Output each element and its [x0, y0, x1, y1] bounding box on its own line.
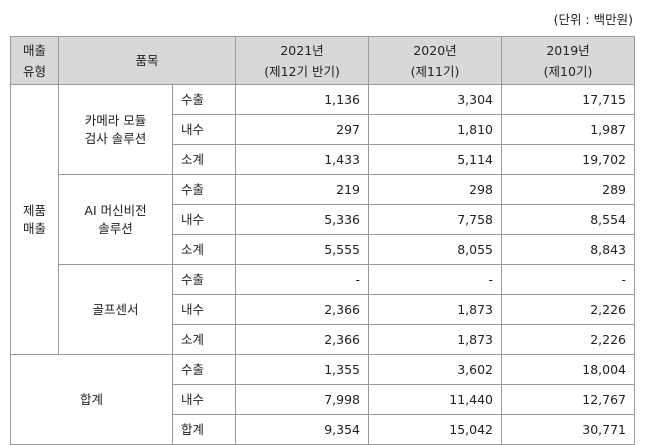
table-row: 합계 9,354 15,042 30,771 — [11, 414, 636, 445]
row-label: 수출 — [171, 174, 237, 205]
row-label: 내수 — [171, 204, 237, 235]
value-cell: - — [501, 264, 636, 295]
value-cell: - — [368, 264, 503, 295]
table-row: 내수 297 1,810 1,987 — [11, 114, 636, 145]
value-cell: 8,055 — [368, 234, 503, 265]
row-label: 수출 — [171, 84, 237, 115]
table-row: 내수 7,998 11,440 12,767 — [11, 384, 636, 415]
group-camera-module: 카메라 모듈 검사 솔루션 — [58, 84, 173, 175]
value-cell: - — [235, 264, 370, 295]
value-cell: 3,304 — [368, 84, 503, 115]
value-cell: 8,554 — [501, 204, 636, 235]
header-row: 매출 유형 품목 2021년 (제12기 반기) 2020년 (제11기) 20… — [10, 36, 636, 85]
year-header-2020: 2020년 (제11기) — [368, 36, 503, 85]
value-cell: 7,758 — [368, 204, 503, 235]
value-cell: 2,366 — [235, 294, 370, 325]
value-cell: 2,226 — [501, 294, 636, 325]
value-cell: 297 — [235, 114, 370, 145]
value-cell: 1,810 — [368, 114, 503, 145]
row-label: 소계 — [171, 144, 237, 175]
row-label: 수출 — [171, 264, 237, 295]
product-sales-category: 제품 매출 — [10, 84, 59, 355]
row-label: 수출 — [171, 354, 237, 385]
value-cell: 7,998 — [235, 384, 370, 415]
year-header-2019: 2019년 (제10기) — [501, 36, 636, 85]
item-header: 품목 — [57, 36, 237, 85]
value-cell: 1,987 — [501, 114, 636, 145]
group-ai-machine-vision: AI 머신비전 솔루션 — [58, 174, 173, 265]
table-row: 소계 1,433 5,114 19,702 — [11, 144, 636, 175]
sales-type-header: 매출 유형 — [10, 36, 59, 85]
value-cell: 11,440 — [368, 384, 503, 415]
value-cell: 15,042 — [368, 414, 503, 445]
value-cell: 219 — [235, 174, 370, 205]
row-label: 내수 — [171, 294, 237, 325]
row-label: 소계 — [171, 234, 237, 265]
value-cell: 1,873 — [368, 294, 503, 325]
value-cell: 298 — [368, 174, 503, 205]
value-cell: 18,004 — [501, 354, 636, 385]
value-cell: 2,366 — [235, 324, 370, 355]
row-label: 합계 — [171, 414, 237, 445]
value-cell: 1,136 — [235, 84, 370, 115]
table-row: 내수 5,336 7,758 8,554 — [11, 204, 636, 235]
value-cell: 5,555 — [235, 234, 370, 265]
row-label: 내수 — [171, 114, 237, 145]
value-cell: 5,114 — [368, 144, 503, 175]
table-row: 골프센서 수출 - - - — [11, 264, 636, 355]
total-label: 합계 — [10, 354, 173, 445]
year-header-2021: 2021년 (제12기 반기) — [235, 36, 370, 85]
value-cell: 1,355 — [235, 354, 370, 385]
value-cell: 17,715 — [501, 84, 636, 115]
value-cell: 19,702 — [501, 144, 636, 175]
value-cell: 30,771 — [501, 414, 636, 445]
sales-table: 매출 유형 품목 2021년 (제12기 반기) 2020년 (제11기) 20… — [10, 36, 636, 445]
value-cell: 8,843 — [501, 234, 636, 265]
row-label: 소계 — [171, 324, 237, 355]
table-row: AI 머신비전 솔루션 수출 219 298 289 — [11, 174, 636, 265]
table-row: 제품 매출 카메라 모듈 검사 솔루션 수출 1,136 3,304 17,71… — [10, 84, 636, 355]
value-cell: 3,602 — [368, 354, 503, 385]
table-row: 합계 수출 1,355 3,602 18,004 — [10, 354, 636, 445]
value-cell: 1,433 — [235, 144, 370, 175]
value-cell: 9,354 — [235, 414, 370, 445]
value-cell: 5,336 — [235, 204, 370, 235]
value-cell: 1,873 — [368, 324, 503, 355]
table-row: 소계 2,366 1,873 2,226 — [11, 324, 636, 355]
row-label: 내수 — [171, 384, 237, 415]
table-row: 소계 5,555 8,055 8,843 — [11, 234, 636, 265]
value-cell: 2,226 — [501, 324, 636, 355]
value-cell: 289 — [501, 174, 636, 205]
unit-note: (단위 : 백만원) — [553, 12, 633, 27]
value-cell: 12,767 — [501, 384, 636, 415]
table-row: 내수 2,366 1,873 2,226 — [11, 294, 636, 325]
group-golf-sensor: 골프센서 — [58, 264, 173, 355]
